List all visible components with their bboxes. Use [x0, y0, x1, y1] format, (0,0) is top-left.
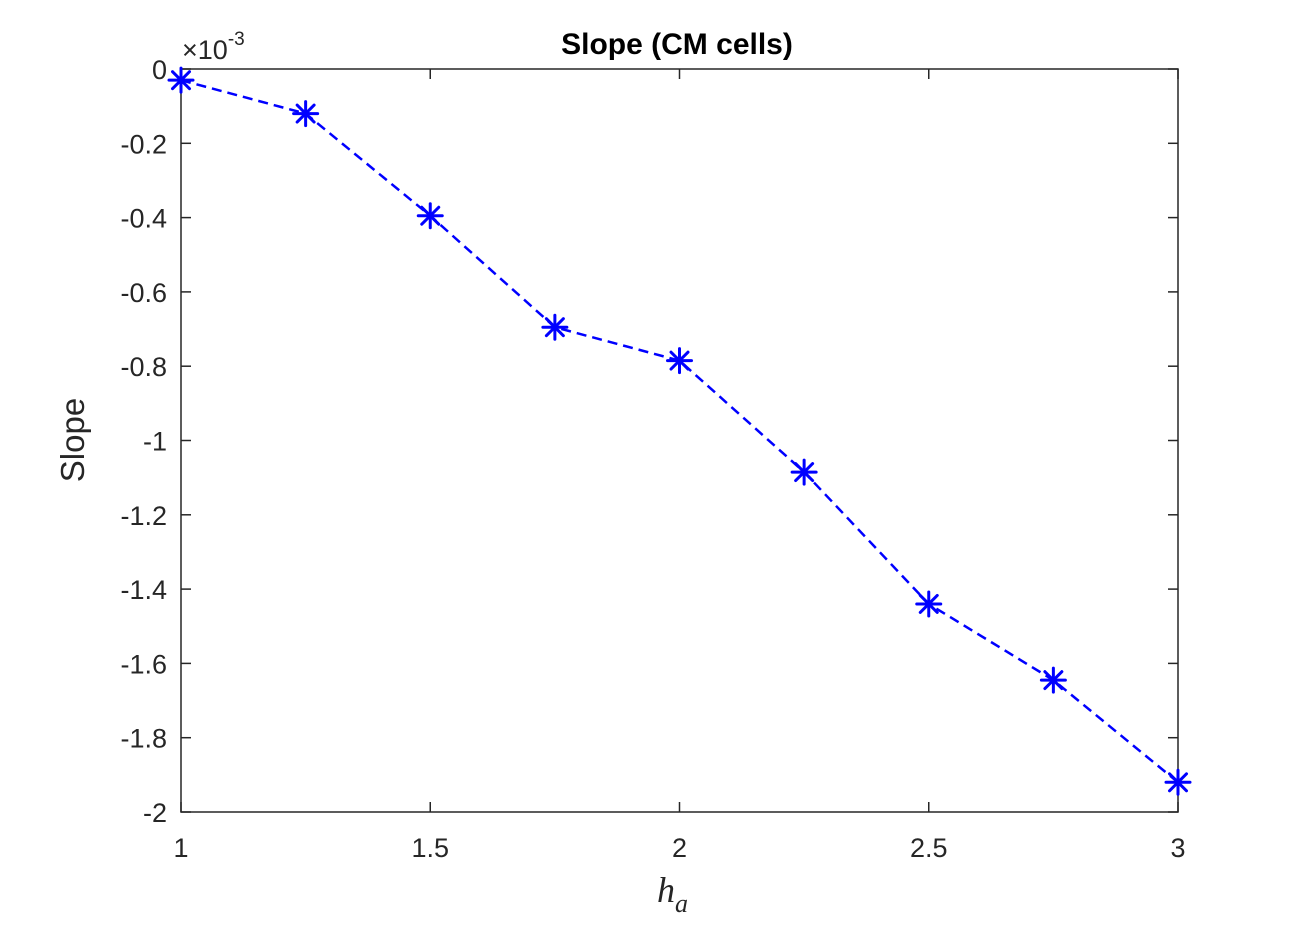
y-tick-label: -1.6	[120, 649, 167, 679]
axes-box	[180, 68, 1179, 813]
series-layer	[167, 66, 1192, 796]
data-point-marker	[292, 100, 320, 128]
data-point-marker	[790, 458, 818, 486]
data-point-marker	[915, 590, 943, 618]
series-line	[180, 78, 1179, 784]
y-axis-exponent-prefix: ×10	[182, 35, 228, 65]
y-tick-label: -0.2	[120, 129, 167, 159]
y-axis-exponent: ×10-3	[182, 29, 245, 65]
data-point-marker	[167, 66, 195, 94]
x-tick-label: 3	[1170, 833, 1185, 863]
y-axis-exponent-power: -3	[228, 29, 245, 50]
x-axis-label-subscript: a	[675, 889, 688, 918]
data-point-marker	[541, 313, 569, 341]
axes-frame	[180, 68, 1179, 813]
x-axis-label-base: h	[657, 870, 675, 910]
x-axis-label: ha	[657, 870, 688, 918]
y-tick-label: 0	[152, 55, 167, 85]
y-tick-label: -2	[143, 798, 167, 828]
x-tick-label: 1.5	[411, 833, 449, 863]
y-tick-label: -1.4	[120, 575, 167, 605]
tick-marks	[180, 68, 1179, 813]
y-axis-label: Slope	[54, 398, 91, 482]
y-tick-label: -0.8	[120, 352, 167, 382]
data-point-marker	[416, 202, 444, 230]
y-tick-label: -1.2	[120, 501, 167, 531]
data-point-marker	[666, 347, 693, 375]
data-point-marker	[1164, 768, 1192, 796]
tick-labels: 1 1.5 2 2.5 3 0 -0.2 -0.4 -0.6 -0.8 -1 -1.2 -1.4 -1.6…	[120, 55, 1185, 863]
y-tick-label: -0.6	[120, 278, 167, 308]
chart-title: Slope (CM cells)	[561, 28, 793, 61]
x-tick-label: 2.5	[910, 833, 948, 863]
y-tick-label: -1	[143, 427, 167, 457]
y-tick-label: -1.8	[120, 724, 167, 754]
y-tick-label: -0.4	[120, 204, 167, 234]
data-point-marker	[1039, 666, 1067, 694]
x-tick-label: 2	[672, 833, 687, 863]
x-tick-label: 1	[173, 833, 188, 863]
